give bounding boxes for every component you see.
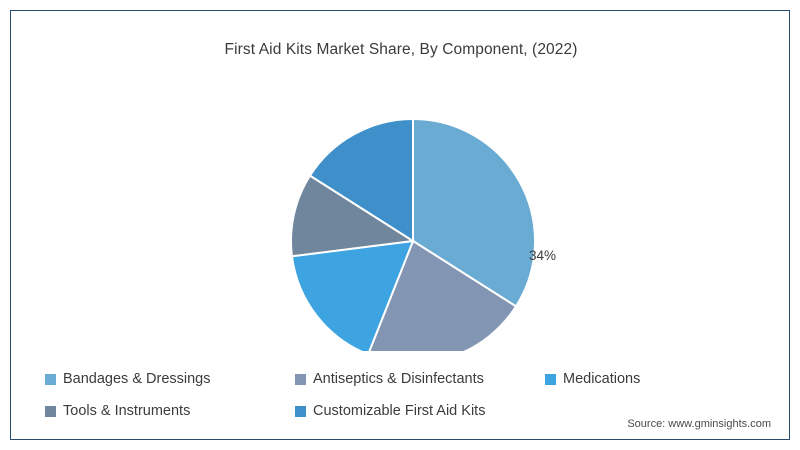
legend-swatch-icon	[295, 373, 306, 385]
source-attribution: Source: www.gminsights.com	[627, 418, 771, 430]
pie-chart-area: 34%	[11, 96, 791, 351]
pie-chart-svg	[290, 117, 536, 351]
legend-item-tools-instruments[interactable]: Tools & Instruments	[45, 403, 295, 419]
legend-row: Bandages & Dressings Antiseptics & Disin…	[45, 363, 757, 395]
legend-item-antiseptics-disinfectants[interactable]: Antiseptics & Disinfectants	[295, 371, 545, 387]
legend-swatch-icon	[295, 405, 306, 417]
pie-slice[interactable]	[368, 239, 518, 351]
pie-slice-group	[290, 117, 536, 351]
chart-legend: Bandages & Dressings Antiseptics & Disin…	[45, 363, 757, 427]
legend-item-label: Antiseptics & Disinfectants	[313, 371, 484, 387]
legend-item-label: Bandages & Dressings	[63, 371, 211, 387]
page-title: First Aid Kits Market Share, By Componen…	[224, 41, 578, 58]
legend-swatch-icon	[545, 373, 556, 385]
legend-swatch-icon	[45, 405, 56, 417]
legend-item-medications[interactable]: Medications	[545, 371, 757, 387]
pie-slice[interactable]	[308, 117, 414, 243]
legend-item-label: Customizable First Aid Kits	[313, 403, 486, 419]
chart-frame: First Aid Kits Market Share, By Componen…	[10, 10, 790, 440]
legend-swatch-icon	[45, 373, 56, 385]
legend-row: Tools & Instruments Customizable First A…	[45, 395, 757, 427]
pie-slice[interactable]	[290, 174, 416, 258]
legend-item-label: Medications	[563, 371, 641, 387]
legend-item-customizable-first-aid-kits[interactable]: Customizable First Aid Kits	[295, 403, 545, 419]
pie-slice[interactable]	[290, 239, 415, 351]
legend-item-bandages-dressings[interactable]: Bandages & Dressings	[45, 371, 295, 387]
slice-percentage-label: 34%	[529, 248, 557, 263]
legend-item-label: Tools & Instruments	[63, 403, 191, 419]
